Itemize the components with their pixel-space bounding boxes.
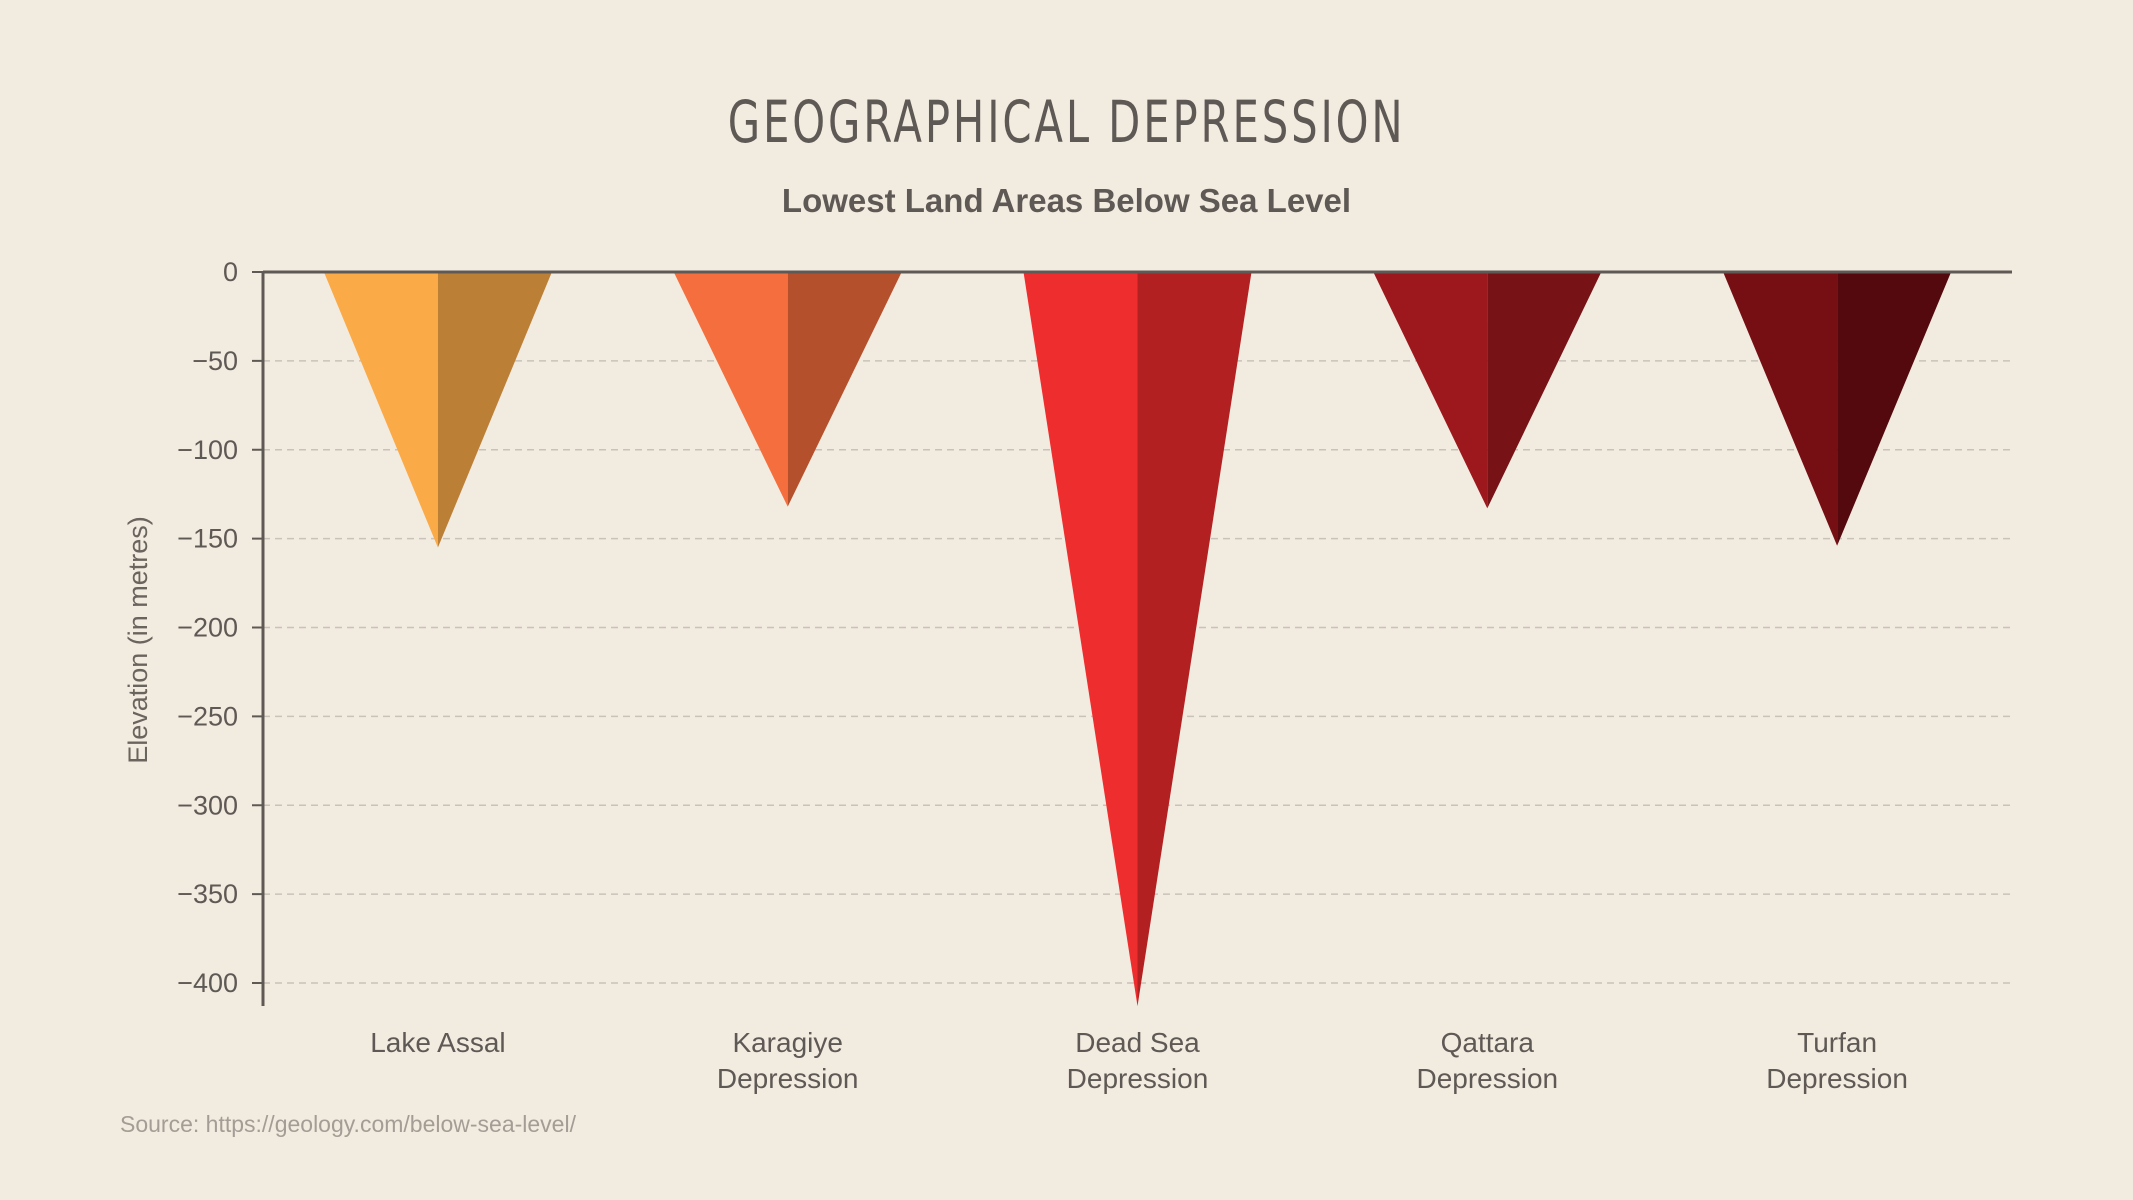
bar-face-dark (1137, 272, 1252, 1007)
bar-face-dark (787, 272, 902, 507)
bar-face-light (1023, 272, 1138, 1007)
bars (323, 272, 1952, 1007)
x-category-label: Depression (1416, 1063, 1558, 1094)
y-tick-label: 0 (223, 257, 238, 287)
source-note: Source: https://geology.com/below-sea-le… (120, 1111, 576, 1137)
bar-face-light (673, 272, 788, 507)
bar-face-dark (1837, 272, 1952, 546)
bar-qattara-depression (1373, 272, 1602, 509)
x-category-label: Lake Assal (370, 1027, 505, 1058)
y-tick-label: −100 (177, 435, 238, 465)
x-category-label: Karagiye (732, 1027, 843, 1058)
bar-dead-sea-depression (1023, 272, 1252, 1007)
x-category-label: Turfan (1797, 1027, 1877, 1058)
bar-karagiye-depression (673, 272, 902, 507)
x-category-label: Depression (1766, 1063, 1908, 1094)
x-axis-labels: Lake Assal Karagiye Depression Dead Sea Depr… (370, 1027, 1908, 1094)
bar-lake-assal (323, 272, 552, 548)
bar-turfan-depression (1723, 272, 1952, 546)
y-axis-label: Elevation (in metres) (123, 516, 153, 764)
x-category-label: Dead Sea (1075, 1027, 1200, 1058)
bar-face-dark (1487, 272, 1602, 509)
y-tick-label: −50 (192, 346, 238, 376)
y-tick-label: −250 (177, 701, 238, 731)
x-category-label: Depression (717, 1063, 859, 1094)
bar-face-light (323, 272, 438, 548)
y-tick-label: −400 (177, 968, 238, 998)
gridlines (263, 360, 2012, 984)
y-tick-label: −150 (177, 524, 238, 554)
y-tick-label: −300 (177, 790, 238, 820)
y-axis-ticks: 0 −50 −100 −150 −200 −250 −300 −350 −400 (177, 257, 263, 998)
bar-face-light (1373, 272, 1488, 509)
bar-face-light (1723, 272, 1838, 546)
x-category-label: Depression (1067, 1063, 1209, 1094)
y-tick-label: −200 (177, 613, 238, 643)
chart-title: GEOGRAPHICAL DEPRESSION (727, 88, 1406, 156)
y-tick-label: −350 (177, 879, 238, 909)
x-category-label: Qattara (1441, 1027, 1535, 1058)
axes (261, 270, 2012, 1006)
chart-subtitle: Lowest Land Areas Below Sea Level (781, 182, 1352, 219)
bar-face-dark (437, 272, 552, 548)
